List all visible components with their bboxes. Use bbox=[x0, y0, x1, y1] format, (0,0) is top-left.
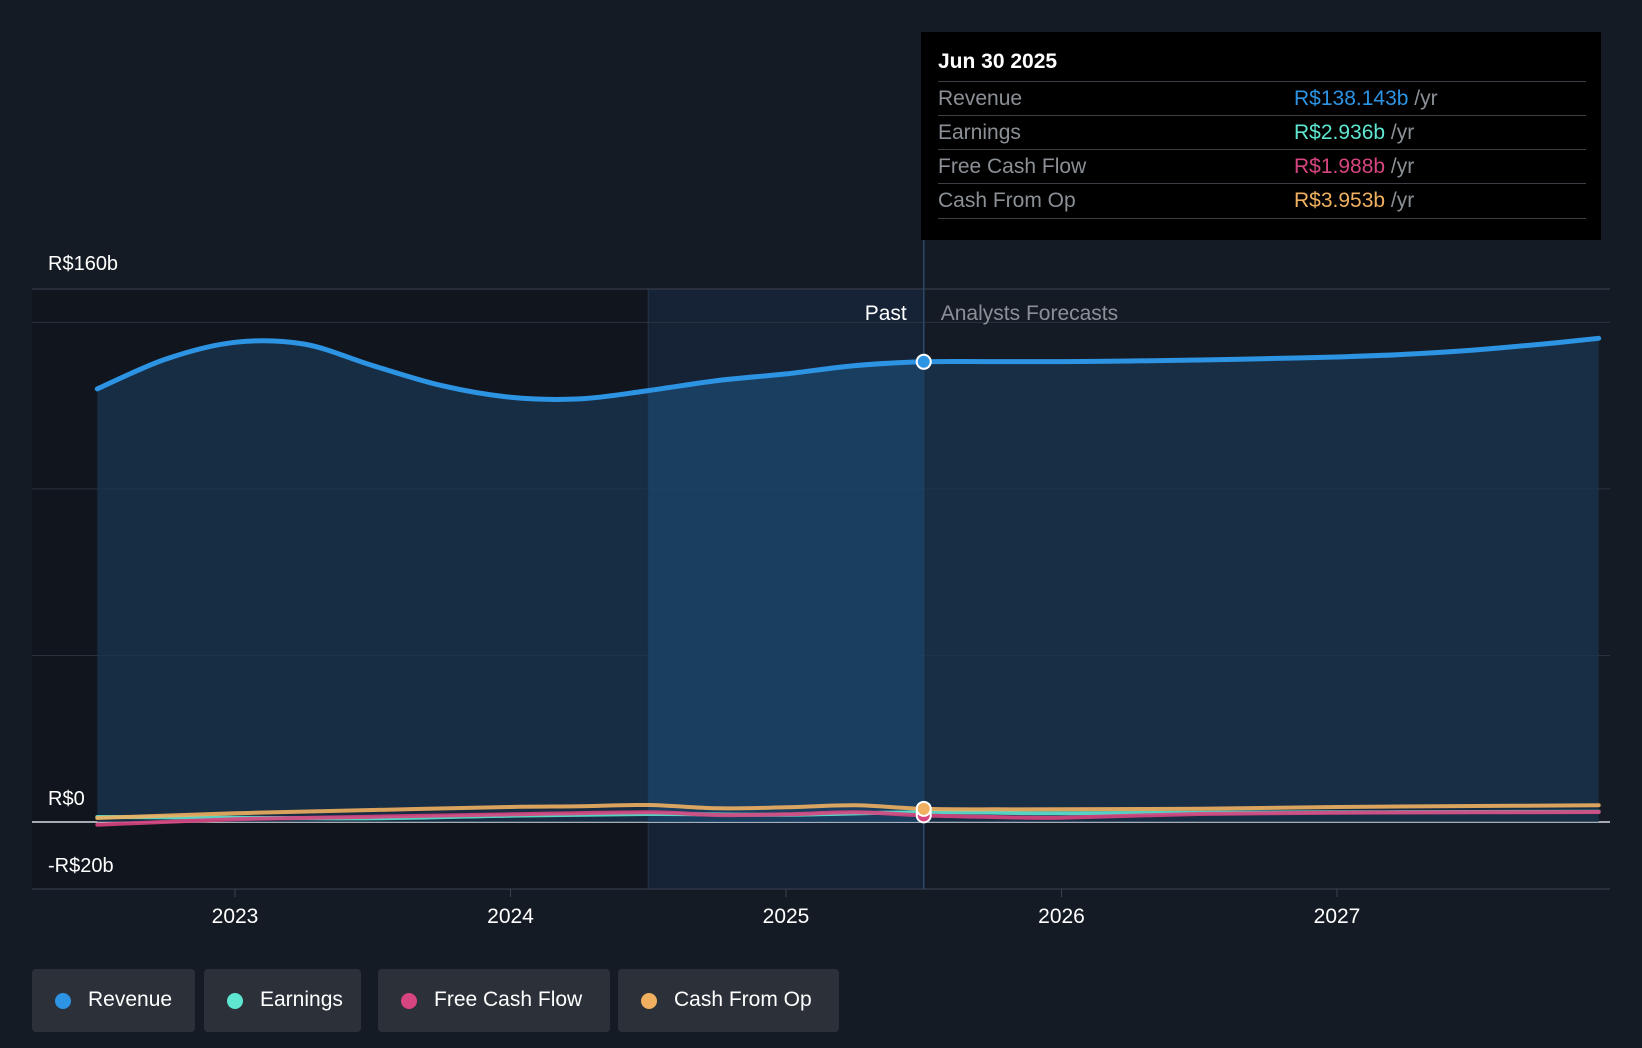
legend-item-revenue[interactable]: Revenue bbox=[32, 969, 195, 1032]
x-tick-label: 2027 bbox=[1314, 905, 1361, 928]
tooltip-value: R$3.953b /yr bbox=[1294, 189, 1414, 213]
legend-item-free-cash-flow[interactable]: Free Cash Flow bbox=[378, 969, 610, 1032]
tooltip-label: Revenue bbox=[938, 87, 1023, 110]
past-label: Past bbox=[865, 302, 907, 325]
tooltip-unit: /yr bbox=[1390, 121, 1415, 144]
forecast-label: Analysts Forecasts bbox=[941, 302, 1118, 325]
x-tick-label: 2024 bbox=[487, 905, 534, 928]
revenue-area-highlight bbox=[648, 361, 924, 822]
marker-cash-from-op bbox=[915, 800, 932, 817]
marker-revenue bbox=[915, 353, 932, 370]
tooltip-row-revenue: Revenue R$138.143b /yr bbox=[938, 81, 1586, 116]
tooltip-label: Earnings bbox=[938, 121, 1021, 144]
tooltip-amount: R$1.988b bbox=[1294, 155, 1386, 178]
tooltip-amount: R$3.953b bbox=[1294, 189, 1386, 212]
series-line-cash-from-op bbox=[95, 802, 1601, 820]
legend-label: Revenue bbox=[88, 988, 173, 1011]
tooltip-date: Jun 30 2025 bbox=[938, 50, 1058, 73]
tooltip-value: R$138.143b /yr bbox=[1294, 87, 1438, 111]
x-tick-label: 2026 bbox=[1038, 905, 1085, 928]
legend-label: Free Cash Flow bbox=[434, 988, 583, 1011]
earnings-dot-icon bbox=[227, 993, 243, 1009]
tooltip-label: Free Cash Flow bbox=[938, 155, 1087, 178]
series-line-free-cash-flow bbox=[95, 810, 1601, 827]
series-line-revenue bbox=[94, 335, 1602, 402]
tooltip-row-cash-from-op: Cash From Op R$3.953b /yr bbox=[938, 183, 1586, 219]
tooltip-row-earnings: Earnings R$2.936b /yr bbox=[938, 115, 1586, 150]
revenue-dot-icon bbox=[55, 993, 71, 1009]
tooltip-amount: R$138.143b bbox=[1294, 87, 1409, 110]
tooltip-unit: /yr bbox=[1414, 87, 1438, 110]
cash-from-op-dot-icon bbox=[641, 993, 657, 1009]
x-tick-label: 2023 bbox=[212, 905, 259, 928]
y-tick-label: -R$20b bbox=[48, 855, 114, 877]
x-tick-label: 2025 bbox=[763, 905, 810, 928]
legend-item-earnings[interactable]: Earnings bbox=[204, 969, 361, 1032]
tooltip-unit: /yr bbox=[1390, 189, 1415, 212]
y-tick-label: R$160b bbox=[48, 253, 118, 275]
tooltip: Jun 30 2025 Revenue R$138.143b /yr Earni… bbox=[921, 32, 1601, 240]
tooltip-row-free-cash-flow: Free Cash Flow R$1.988b /yr bbox=[938, 149, 1586, 184]
legend-label: Earnings bbox=[260, 988, 343, 1011]
legend-label: Cash From Op bbox=[674, 988, 812, 1011]
tooltip-amount: R$2.936b bbox=[1294, 121, 1386, 144]
tooltip-unit: /yr bbox=[1390, 155, 1415, 178]
tooltip-value: R$2.936b /yr bbox=[1294, 121, 1414, 145]
y-tick-label: R$0 bbox=[48, 788, 85, 810]
tooltip-label: Cash From Op bbox=[938, 189, 1076, 212]
tooltip-value: R$1.988b /yr bbox=[1294, 155, 1414, 179]
free-cash-flow-dot-icon bbox=[401, 993, 417, 1009]
legend-item-cash-from-op[interactable]: Cash From Op bbox=[618, 969, 839, 1032]
